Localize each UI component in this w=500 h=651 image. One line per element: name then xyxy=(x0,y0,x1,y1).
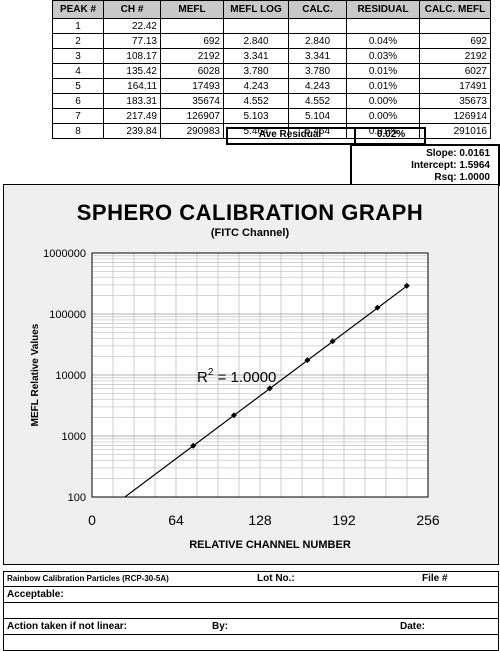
chart-title: SPHERO CALIBRATION GRAPH xyxy=(76,200,424,225)
y-tick-label: 10000 xyxy=(55,370,86,382)
lot-label: Lot No.: xyxy=(257,573,295,584)
x-tick-labels: 0 64 128 192 256 xyxy=(88,512,440,528)
data-point xyxy=(304,357,311,364)
x-axis-label: RELATIVE CHANNEL NUMBER xyxy=(189,539,351,551)
y-tick-label: 1000 xyxy=(62,431,86,443)
table-cell: 290983 xyxy=(160,123,224,139)
rsq-text: Rsq: 1.0000 xyxy=(434,172,490,183)
by-label: By: xyxy=(212,621,229,632)
file-label: File # xyxy=(422,573,448,584)
data-point xyxy=(329,338,336,345)
form-row-particles: Rainbow Calibration Particles (RCP-30-5A… xyxy=(4,572,498,587)
table-row: 1 22.42 xyxy=(52,18,491,34)
data-point xyxy=(266,385,273,392)
x-tick-label: 192 xyxy=(332,512,356,528)
fit-line xyxy=(124,285,408,498)
ave-residual-box: Ave Residual 0.02% xyxy=(226,127,426,145)
table-row: 4 135.42 6028 3.780 3.780 0.01% 6027 xyxy=(52,63,491,79)
calibration-table: PEAK # CH # MEFL MEFL LOG CALC. RESIDUAL… xyxy=(52,0,491,139)
action-label: Action taken if not linear: xyxy=(7,621,128,632)
header-ch: CH # xyxy=(103,0,161,19)
x-tick-label: 0 xyxy=(88,512,96,528)
form-row-action: Action taken if not linear: By: Date: xyxy=(4,619,498,635)
header-peak: PEAK # xyxy=(52,0,104,19)
header-residual: RESIDUAL xyxy=(346,0,420,19)
date-label: Date: xyxy=(400,621,426,632)
form-row-blank xyxy=(4,603,498,619)
particles-label: Rainbow Calibration Particles (RCP-30-5A… xyxy=(7,574,169,583)
header-calc-mefl: CALC. MEFL xyxy=(419,0,491,19)
acceptable-label: Acceptable: xyxy=(7,589,64,600)
header-calc: CALC. xyxy=(288,0,347,19)
record-form: Rainbow Calibration Particles (RCP-30-5A… xyxy=(3,571,499,651)
x-tick-label: 128 xyxy=(248,512,272,528)
ave-residual-label: Ave Residual xyxy=(258,129,322,140)
data-point xyxy=(374,304,381,311)
y-tick-label: 100000 xyxy=(49,309,86,321)
y-axis-label: MEFL Relative Values xyxy=(30,323,41,426)
table-cell: 692 xyxy=(419,33,491,49)
data-point xyxy=(190,442,197,449)
form-row-acceptable: Acceptable: xyxy=(4,587,498,603)
x-tick-label: 256 xyxy=(416,512,440,528)
data-point xyxy=(403,282,410,289)
table-cell: 17491 xyxy=(419,78,491,94)
r-squared-annotation: R2 = 1.0000 xyxy=(197,367,276,386)
x-tick-label: 64 xyxy=(168,512,184,528)
table-row: 2 77.13 692 2.840 2.840 0.04% 692 xyxy=(52,33,491,49)
data-point xyxy=(230,412,237,419)
plot-area xyxy=(91,252,429,498)
ave-residual-value: 0.02% xyxy=(354,129,426,143)
table-cell: 291016 xyxy=(419,123,491,139)
chart-subtitle: (FITC Channel) xyxy=(210,227,290,239)
y-tick-label: 1000000 xyxy=(43,248,86,260)
y-tick-labels: 100 1000 10000 100000 1000000 xyxy=(43,248,86,504)
intercept-text: Intercept: 1.5964 xyxy=(411,160,490,171)
table-cell: 239.84 xyxy=(103,123,161,139)
data-points xyxy=(190,282,410,449)
slope-text: Slope: 0.0161 xyxy=(426,148,490,159)
y-tick-label: 100 xyxy=(68,492,86,504)
